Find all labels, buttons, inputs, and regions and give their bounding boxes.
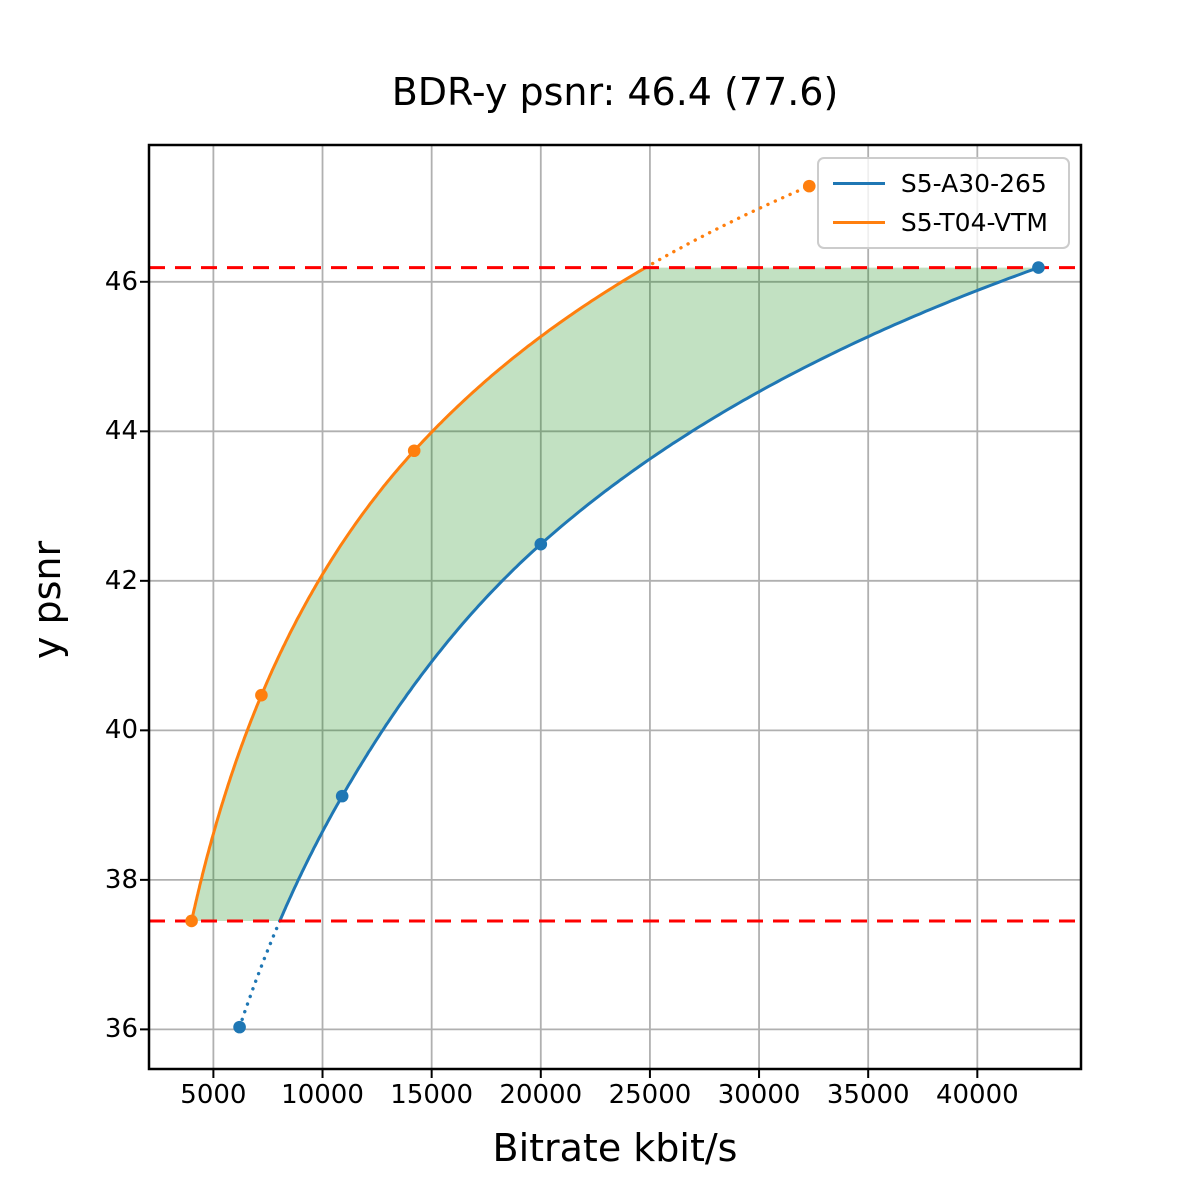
legend-item-s5-a30-265: S5-A30-265: [832, 169, 1048, 198]
x-tick-label: 25000: [608, 1080, 692, 1110]
x-tick-label: 15000: [390, 1080, 473, 1110]
legend: S5-A30-265 S5-T04-VTM: [816, 157, 1070, 249]
x-tick-label: 35000: [826, 1080, 910, 1110]
y-tick-label: 36: [104, 1014, 138, 1045]
x-tick-label: 5000: [180, 1080, 247, 1110]
legend-line-swatch-blue: [832, 182, 885, 185]
legend-line-swatch-orange: [832, 221, 885, 224]
chart-title: BDR-y psnr: 46.4 (77.6): [391, 70, 839, 114]
y-tick-label: 46: [104, 266, 138, 297]
y-tick-label: 42: [104, 565, 138, 596]
y-tick-label: 38: [104, 864, 138, 895]
plot-area: S5-A30-265 S5-T04-VTM: [140, 143, 1083, 1078]
x-tick-label: 10000: [281, 1080, 364, 1110]
x-tick-label: 40000: [935, 1080, 1019, 1110]
plot-svg: [140, 143, 1083, 1078]
x-tick-label: 30000: [717, 1080, 801, 1110]
y-tick-label: 44: [104, 416, 138, 447]
legend-item-s5-t04-vtm: S5-T04-VTM: [832, 208, 1048, 237]
x-tick-label: 20000: [499, 1080, 583, 1110]
y-axis-label: y psnr: [25, 540, 69, 660]
x-axis-label: Bitrate kbit/s: [492, 1126, 738, 1170]
legend-label: S5-A30-265: [900, 169, 1047, 198]
legend-label: S5-T04-VTM: [900, 208, 1048, 237]
y-tick-label: 40: [104, 715, 138, 746]
